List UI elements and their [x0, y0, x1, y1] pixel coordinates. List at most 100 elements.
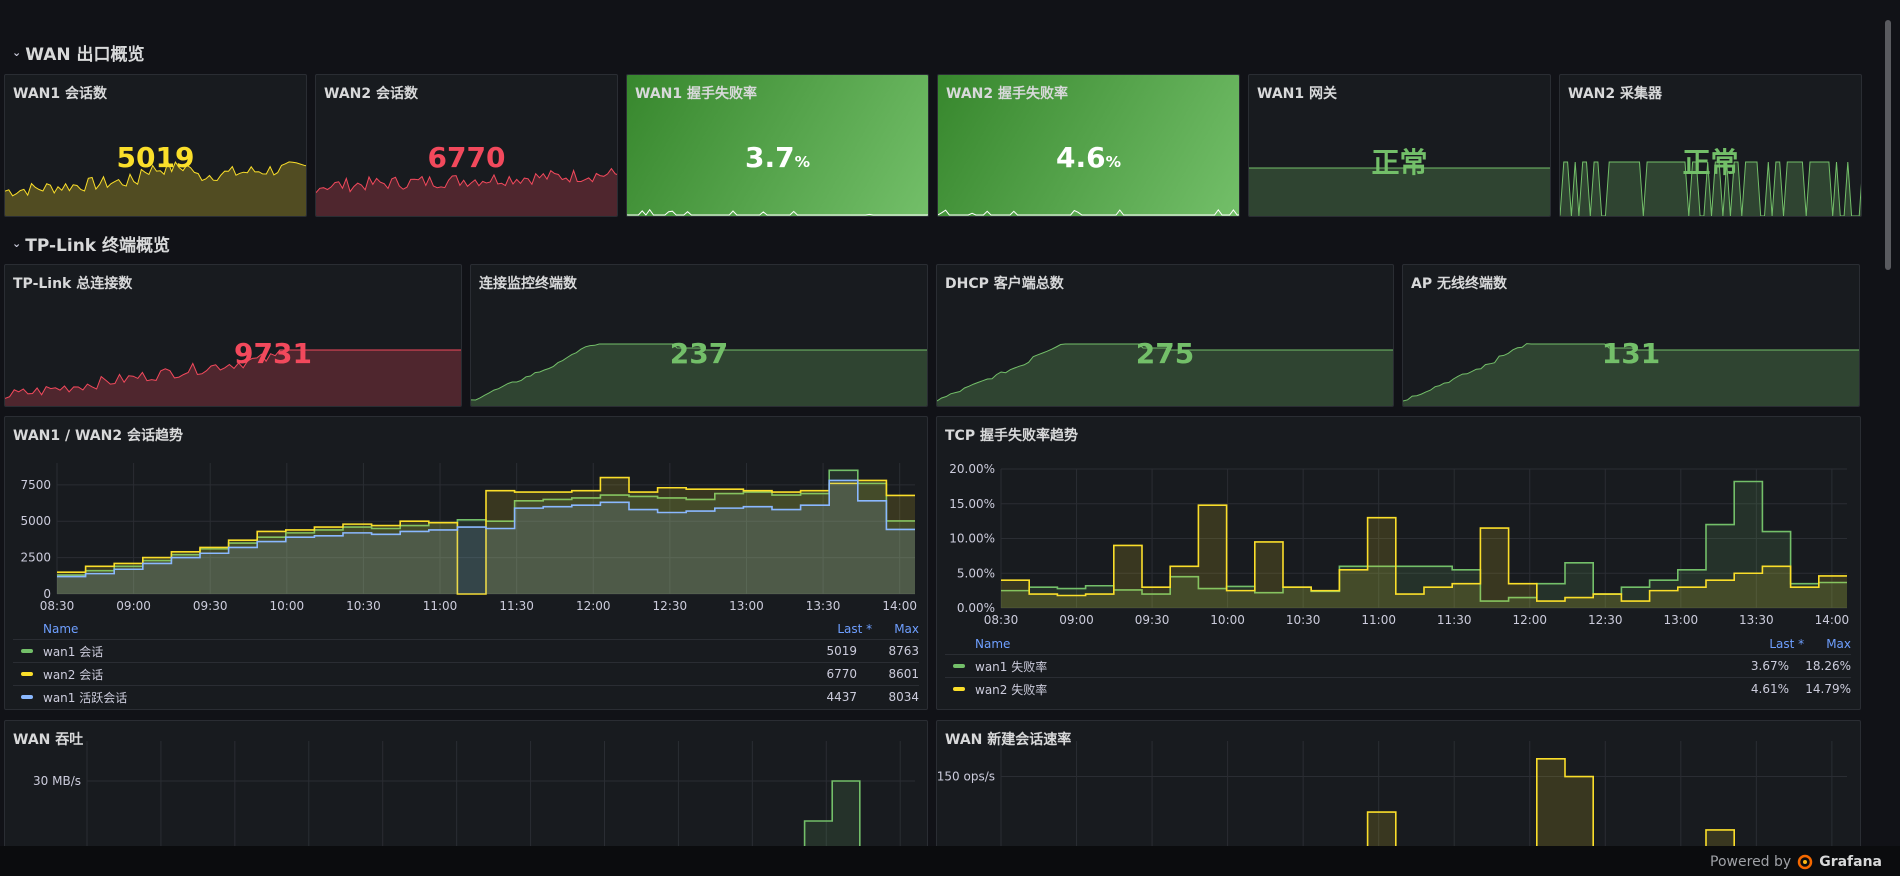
stat-title: AP 无线终端数 — [1411, 276, 1507, 292]
sparkline-line — [316, 167, 617, 194]
stat-sparkline — [1249, 167, 1550, 216]
legend-max-value: 14.79% — [1805, 682, 1851, 696]
sparkline-line — [938, 208, 1239, 216]
sparkline-line — [471, 343, 927, 401]
stat-panel[interactable]: DHCP 客户端总数 275 — [936, 264, 1394, 407]
powered-by[interactable]: Powered by Grafana — [1710, 854, 1882, 870]
stat-panel[interactable]: TP-Link 总连接数 9731 — [4, 264, 462, 407]
panel-tcp-failure[interactable]: TCP 握手失败率趋势 0.00% 5.00% 10.00% 15.00% 20.00%… — [936, 416, 1861, 710]
legend-max-value: 18.26% — [1805, 659, 1851, 673]
x-tick-label: 12:00 — [576, 599, 611, 613]
stat-value: 5019 — [5, 141, 306, 174]
stat-panel[interactable]: WAN1 会话数 5019 — [4, 74, 307, 217]
legend-name-header[interactable]: Name — [43, 622, 79, 636]
panel-title: WAN 吞吐 — [13, 732, 84, 748]
series-color-swatch[interactable] — [21, 672, 33, 676]
sparkline-area — [1249, 168, 1550, 216]
series-color-swatch[interactable] — [21, 695, 33, 699]
stat-panel[interactable]: WAN1 握手失败率 3.7% — [626, 74, 929, 217]
x-tick-label: 10:00 — [270, 599, 305, 613]
stat-title: WAN1 会话数 — [13, 86, 107, 102]
stat-sparkline — [471, 343, 927, 406]
x-tick-label: 13:00 — [1664, 613, 1699, 627]
legend-row[interactable]: wan1 会话 5019 8763 — [13, 639, 919, 662]
legend-max-header[interactable]: Max — [1826, 637, 1851, 651]
legend-header: Name Last * Max — [13, 619, 919, 639]
stat-sparkline — [1403, 343, 1859, 406]
series-line — [57, 476, 915, 595]
stat-sparkline — [938, 208, 1239, 216]
stat-sparkline — [5, 349, 461, 406]
legend-name-header[interactable]: Name — [975, 637, 1011, 651]
x-tick-label: 13:00 — [729, 599, 764, 613]
sparkline-line — [5, 349, 461, 399]
series-color-swatch[interactable] — [953, 664, 965, 668]
stat-number: 正常 — [1371, 146, 1428, 179]
legend-last-header[interactable]: Last * — [1769, 637, 1805, 651]
stat-panel[interactable]: AP 无线终端数 131 — [1402, 264, 1860, 407]
x-tick-label: 12:30 — [1588, 613, 1623, 627]
footer: Powered by Grafana — [0, 846, 1900, 876]
x-tick-label: 14:00 — [882, 599, 917, 613]
stat-unit: % — [794, 153, 811, 171]
legend-last-header[interactable]: Last * — [837, 622, 873, 636]
stat-value: 正常 — [1249, 141, 1550, 181]
series-color-swatch[interactable] — [953, 687, 965, 691]
sessions-chart[interactable]: 0 2500 5000 7500 08:30 09:00 09:30 10:00 10:30 11… — [5, 417, 928, 627]
panel-title: WAN 新建会话速率 — [945, 732, 1072, 748]
legend-header: Name Last * Max — [945, 634, 1851, 654]
legend-series-name: wan2 会话 — [43, 667, 104, 682]
x-tick-label: 08:30 — [984, 613, 1019, 627]
legend-row[interactable]: wan1 活跃会话 4437 8034 — [13, 685, 919, 708]
chevron-down-icon: ⌄ — [12, 237, 22, 250]
stat-number: 5019 — [116, 141, 195, 174]
stat-panel[interactable]: WAN2 握手失败率 4.6% — [937, 74, 1240, 217]
y-tick-label: 0 — [43, 587, 51, 601]
scrollbar-thumb[interactable] — [1885, 20, 1891, 270]
stat-panel[interactable]: WAN2 采集器 正常 — [1559, 74, 1862, 217]
stat-title: 连接监控终端数 — [479, 276, 577, 292]
legend-last-value: 5019 — [826, 644, 857, 658]
y-tick-label: 0.00% — [957, 601, 995, 615]
row-title-wan[interactable]: ⌄ WAN 出口概览 — [12, 40, 145, 65]
legend-series[interactable]: wan1 活跃会话 — [13, 689, 127, 706]
stat-panel[interactable]: WAN2 会话数 6770 — [315, 74, 618, 217]
powered-by-label: Powered by — [1710, 854, 1792, 870]
series-area — [57, 480, 915, 594]
x-tick-label: 10:30 — [346, 599, 381, 613]
stat-unit: % — [1105, 153, 1122, 171]
x-tick-label: 11:00 — [1361, 613, 1396, 627]
page-scrollbar[interactable] — [1882, 0, 1894, 846]
legend-max-value: 8763 — [888, 644, 919, 658]
stat-title: TP-Link 总连接数 — [13, 276, 133, 292]
series-line — [57, 479, 915, 578]
legend-row[interactable]: wan2 失败率 4.61% 14.79% — [945, 677, 1851, 700]
sparkline-area — [937, 344, 1393, 406]
row-title-tplink[interactable]: ⌄ TP-Link 终端概览 — [12, 231, 170, 256]
legend-series[interactable]: wan2 会话 — [13, 666, 103, 683]
legend-max-header[interactable]: Max — [894, 622, 919, 636]
sparkline-line — [627, 208, 928, 216]
legend-row[interactable]: wan2 会话 6770 8601 — [13, 662, 919, 685]
tcp-chart[interactable]: 0.00% 5.00% 10.00% 15.00% 20.00% 08:30 09:00 09… — [937, 417, 1861, 642]
y-tick-label: 10.00% — [949, 532, 995, 546]
legend-row[interactable]: wan1 失败率 3.67% 18.26% — [945, 654, 1851, 677]
sessions-legend: Name Last * Max wan1 会话 5019 8763 wan2 会话 67… — [13, 619, 919, 708]
legend-series[interactable]: wan2 失败率 — [945, 681, 1047, 698]
y-tick-label: 7500 — [20, 478, 51, 492]
stat-title: WAN1 握手失败率 — [635, 86, 757, 102]
y-tick-label: 20.00% — [949, 462, 995, 476]
stat-panel[interactable]: 连接监控终端数 237 — [470, 264, 928, 407]
panel-sessions-trend[interactable]: WAN1 / WAN2 会话趋势 0 2500 5000 7500 08:30 09:00… — [4, 416, 928, 710]
legend-series[interactable]: wan1 会话 — [13, 643, 103, 660]
sparkline-area — [1560, 162, 1861, 216]
stat-title: WAN2 采集器 — [1568, 86, 1662, 102]
stat-value: 237 — [669, 337, 729, 370]
legend-series-name: wan1 活跃会话 — [43, 690, 128, 705]
x-tick-label: 09:30 — [1135, 613, 1170, 627]
series-line — [1001, 504, 1847, 602]
legend-series[interactable]: wan1 失败率 — [945, 658, 1047, 675]
series-color-swatch[interactable] — [21, 649, 33, 653]
x-tick-label: 10:00 — [1210, 613, 1245, 627]
stat-panel[interactable]: WAN1 网关 正常 — [1248, 74, 1551, 217]
